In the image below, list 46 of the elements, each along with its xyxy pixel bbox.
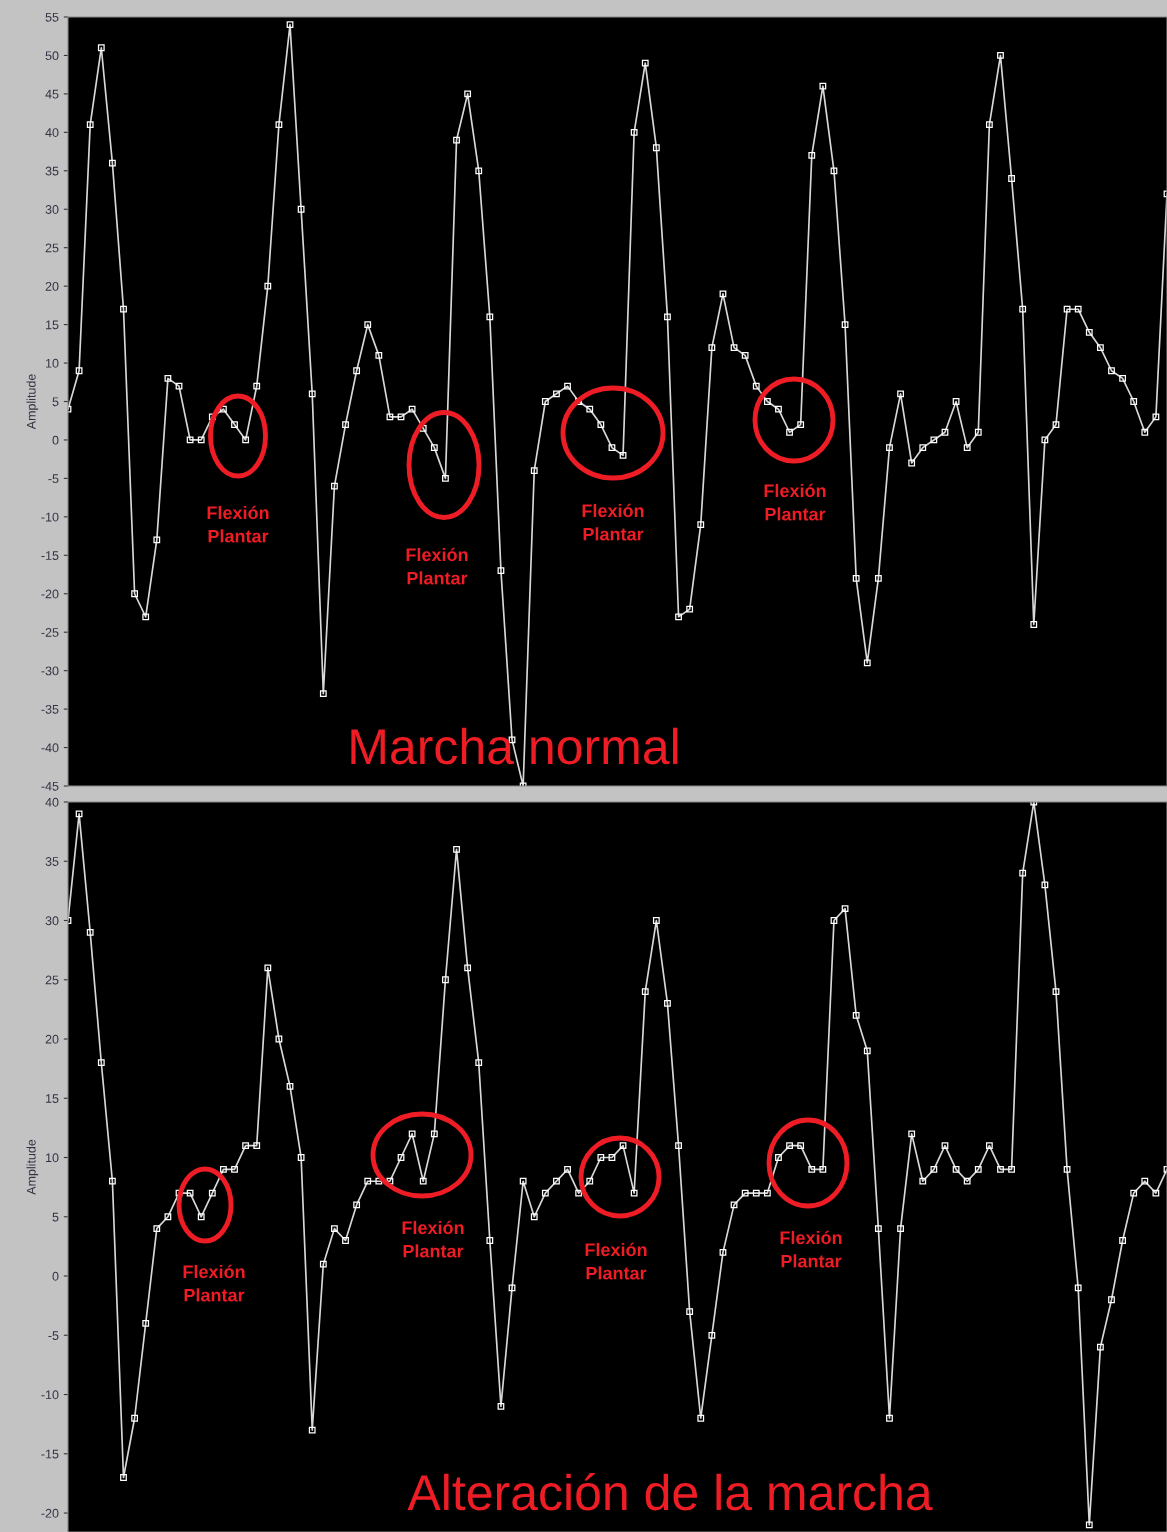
y-tick-label: -25 [41, 628, 59, 637]
annotation: Flexión Plantar [402, 1220, 464, 1258]
annotation: Flexión Plantar [582, 503, 644, 541]
y-tick-label: 15 [46, 1094, 59, 1103]
annotation: Flexión Plantar [406, 547, 468, 585]
y-tick-label: -30 [41, 666, 59, 676]
y-tick-label: 25 [45, 975, 59, 985]
y-tick-label: -10 [41, 1390, 59, 1400]
y-tick-label: 45 [45, 89, 59, 99]
y-tick-label: 5 [52, 397, 59, 407]
annotation: Flexión Plantar [780, 1230, 842, 1268]
y-tick-label: 20 [45, 281, 59, 291]
y-tick-label: -15 [41, 1449, 59, 1459]
y-tick-label: -5 [48, 1331, 59, 1340]
annotation: Flexión Plantar [207, 505, 269, 543]
annotation: Flexión Plantar [183, 1264, 245, 1302]
y-tick-label: 35 [45, 857, 59, 866]
annotation: Flexión Plantar [585, 1242, 647, 1280]
y-tick-label: -20 [41, 589, 59, 599]
y-tick-label: -40 [41, 743, 59, 753]
y-tick-label: 40 [45, 128, 59, 137]
y-tick-label: 40 [45, 797, 59, 807]
y-tick-label: 50 [45, 51, 59, 61]
y-tick-label: 25 [45, 243, 59, 253]
y-tick-label: 0 [52, 1271, 59, 1281]
y-tick-label: -15 [41, 551, 59, 560]
y-tick-label: 30 [45, 205, 59, 214]
y-axis-title: Amplitude [26, 374, 39, 430]
y-tick-label: 15 [46, 320, 59, 330]
y-tick-label: -10 [41, 512, 59, 522]
y-tick-label: 10 [46, 1153, 59, 1163]
y-tick-label: 5 [52, 1212, 59, 1222]
y-tick-label: 0 [52, 435, 59, 445]
y-tick-label: -20 [41, 1508, 59, 1518]
y-tick-label: -5 [48, 474, 59, 484]
y-axis-title: Amplitude [26, 1139, 39, 1195]
y-tick-label: 55 [45, 12, 59, 22]
annotation: Flexión Plantar [764, 483, 826, 521]
y-tick-label: -35 [41, 704, 59, 714]
y-tick-label: 35 [45, 166, 59, 176]
text: Alteración de la marcha [407, 1473, 933, 1511]
text: Marcha normal [351, 727, 678, 765]
y-tick-label: 20 [45, 1034, 59, 1044]
y-tick-label: -45 [41, 781, 59, 791]
y-tick-label: 10 [46, 358, 59, 368]
y-tick-label: 30 [45, 916, 59, 926]
